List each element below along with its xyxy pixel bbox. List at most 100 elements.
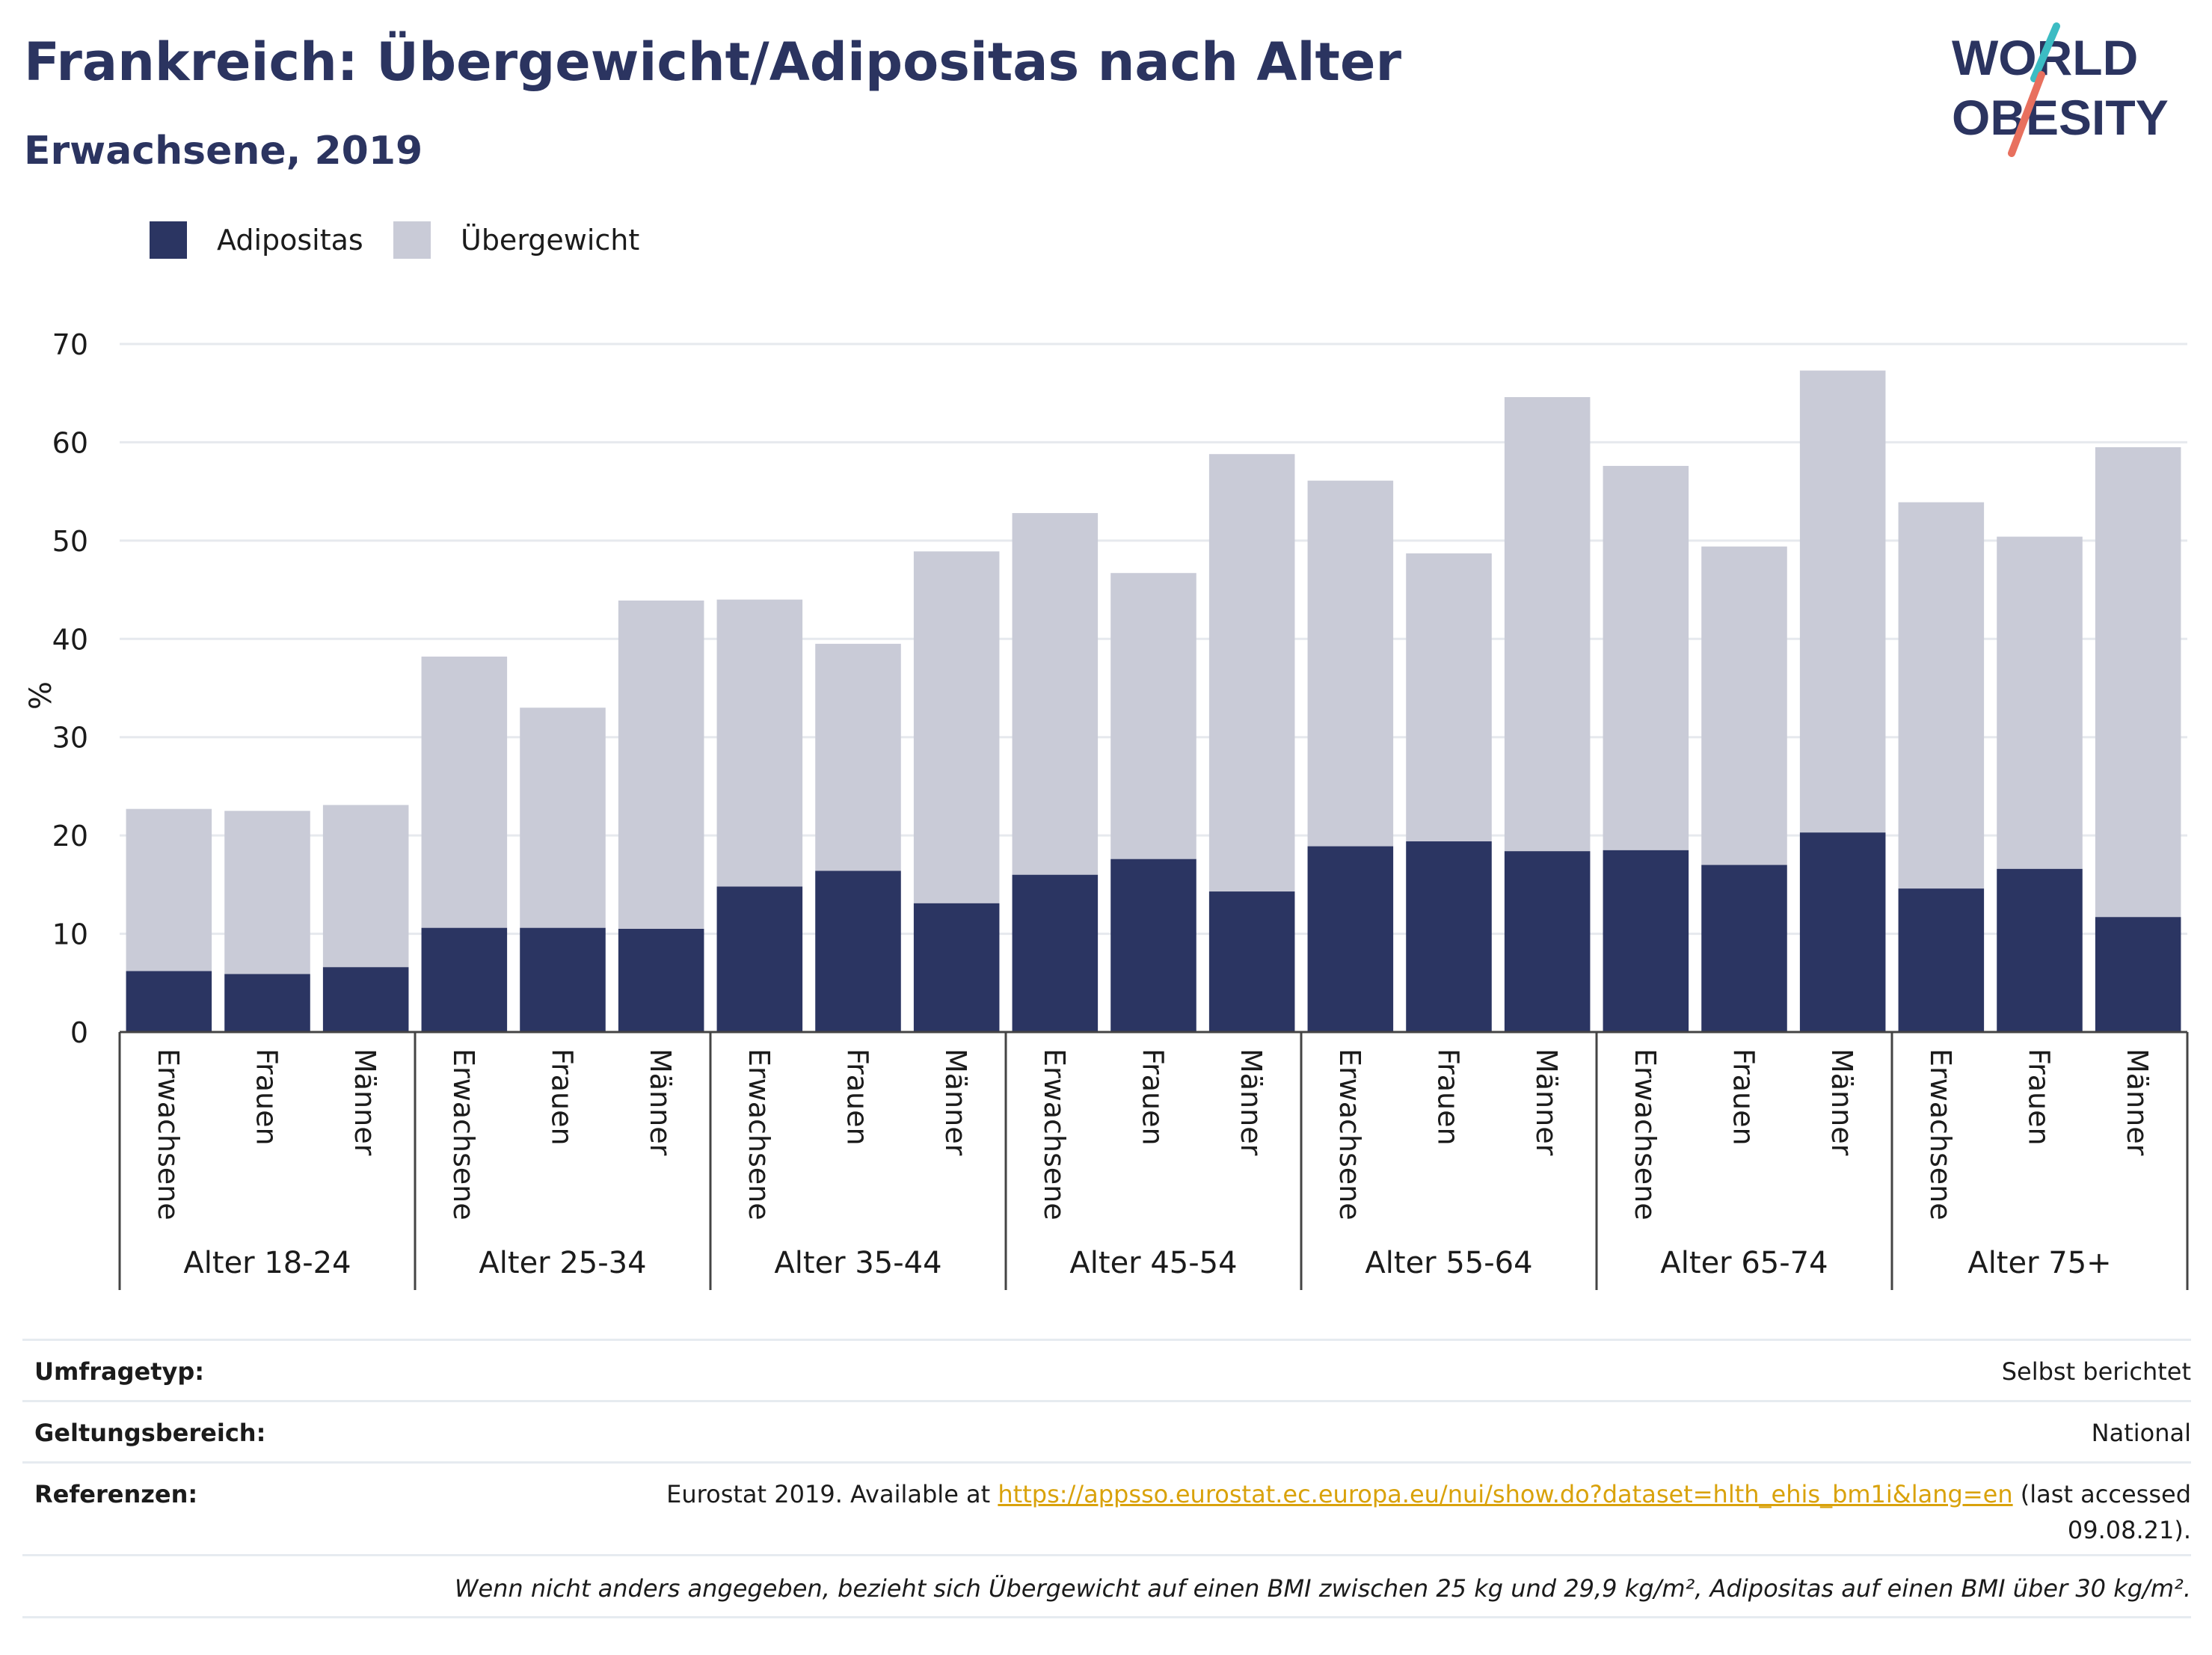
bar-uebergewicht [126,808,212,971]
group-label: Alter 75+ [1967,1246,2111,1280]
group-label: Alter 45-54 [1069,1246,1237,1280]
logo-slash-teal [2030,22,2060,82]
bar-uebergewicht [1504,396,1591,852]
bar-uebergewicht [1110,573,1196,859]
scope-value: National [2091,1419,2191,1447]
x-tick-label: Frauen [1432,1048,1465,1146]
x-tick-label: Erwachsene [1629,1048,1662,1220]
group-label: Alter 65-74 [1660,1246,1828,1280]
chart-title: Frankreich: Übergewicht/Adipositas nach … [24,31,1401,93]
stacked-bar-chart: 0 10 20 30 40 50 60 70% Erwachsene Frauen Männer Er… [24,328,2189,1290]
bar-uebergewicht [1799,370,1886,833]
logo-slash-coral [2008,71,2045,157]
bar-uebergewicht [1012,513,1099,875]
bar-adipositas [1504,851,1591,1032]
references-value: Eurostat 2019. Available at https://apps… [666,1480,2191,1508]
world-obesity-logo: WORLD OBESITY [1952,22,2169,157]
info-row-footnote: Wenn nicht anders angegeben, bezieht sic… [22,1554,2191,1618]
y-tick-label: 60 [52,426,88,459]
y-tick-label: 50 [52,525,88,558]
bar-adipositas [1701,865,1787,1032]
bar-adipositas [1110,859,1196,1032]
info-row-references: Referenzen: Eurostat 2019. Available at … [22,1461,2191,1553]
bar-uebergewicht [1406,553,1492,842]
bar-uebergewicht [815,643,901,871]
references-line2: 09.08.21). [2067,1516,2191,1544]
group-label: Alter 35-44 [774,1246,941,1280]
x-tick-label: Frauen [2023,1048,2056,1146]
x-tick-label: Frauen [251,1048,283,1146]
x-tick-label: Männer [1530,1048,1563,1156]
bar-uebergewicht [1701,546,1787,865]
references-prefix: Eurostat 2019. Available at [666,1480,998,1508]
bar-uebergewicht [322,805,409,968]
y-tick-label: 30 [52,722,88,755]
x-tick-label: Erwachsene [743,1048,775,1220]
bar-adipositas [1208,891,1295,1032]
x-tick-label: Männer [1825,1048,1858,1156]
bar-adipositas [716,886,803,1032]
bar-adipositas [1898,888,1985,1032]
group-label: Alter 18-24 [183,1246,351,1280]
logo-text-obesity: OBESITY [1952,90,2169,145]
x-tick-label: Erwachsene [1924,1048,1957,1220]
bar-adipositas [1997,868,2083,1032]
x-tick-label: Erwachsene [447,1048,480,1220]
bar-uebergewicht [716,599,803,887]
legend-label-adipositas: Adipositas [217,224,363,257]
bar-uebergewicht [1898,502,1985,889]
bar-adipositas [2095,917,2181,1032]
x-tick-label: Männer [2121,1048,2154,1156]
x-tick-label: Männer [939,1048,972,1156]
bar-adipositas [126,971,212,1032]
x-tick-label: Männer [644,1048,677,1156]
x-tick-label: Männer [1235,1048,1268,1156]
info-row-scope: Geltungsbereich: National [22,1400,2191,1462]
bar-adipositas [1406,841,1492,1032]
bar-adipositas [520,927,606,1032]
references-suffix: (last accessed [2012,1480,2191,1508]
footnote: Wenn nicht anders angegeben, bezieht sic… [454,1574,2191,1603]
x-tick-label: Frauen [1727,1048,1760,1146]
x-tick-label: Erwachsene [1333,1048,1366,1220]
info-table: Umfragetyp: Selbst berichtet Geltungsber… [22,1339,2191,1623]
survey-label: Umfragetyp: [34,1357,205,1386]
bar-uebergewicht [421,656,508,928]
legend-item-uebergewicht: Übergewicht [393,221,639,259]
survey-value: Selbst berichtet [2001,1357,2191,1386]
bar-adipositas [618,929,704,1032]
bar-uebergewicht [1307,480,1394,847]
group-label: Alter 55-64 [1365,1246,1532,1280]
bar-adipositas [322,967,409,1032]
bar-uebergewicht [618,601,704,929]
x-tick-label: Männer [348,1048,381,1156]
references-link[interactable]: https://appsso.eurostat.ec.europa.eu/nui… [998,1480,2013,1508]
bar-uebergewicht [224,811,310,974]
y-tick-label: 10 [52,918,88,951]
x-tick-label: Frauen [841,1048,874,1146]
bar-adipositas [1012,874,1099,1032]
y-tick-label: 0 [70,1016,88,1049]
legend-swatch-adipositas [150,221,187,259]
x-tick-label: Frauen [546,1048,579,1146]
x-tick-label: Erwachsene [152,1048,185,1220]
bar-adipositas [1799,832,1886,1032]
references-label: Referenzen: [34,1480,198,1508]
y-axis-label: % [24,681,58,710]
group-label: Alter 25-34 [479,1246,646,1280]
bar-uebergewicht [1208,454,1295,892]
legend-swatch-uebergewicht [393,221,431,259]
bar-adipositas [913,903,1000,1032]
scope-label: Geltungsbereich: [34,1419,266,1447]
bar-uebergewicht [2095,447,2181,918]
y-tick-label: 70 [52,328,88,361]
bar-uebergewicht [1997,536,2083,869]
bar-uebergewicht [913,551,1000,903]
bar-adipositas [815,871,901,1032]
bar-adipositas [421,927,508,1032]
legend-item-adipositas: Adipositas [150,221,363,259]
bar-uebergewicht [520,707,606,928]
legend-label-uebergewicht: Übergewicht [461,224,640,257]
y-tick-label: 40 [52,623,88,656]
bar-adipositas [224,974,310,1032]
